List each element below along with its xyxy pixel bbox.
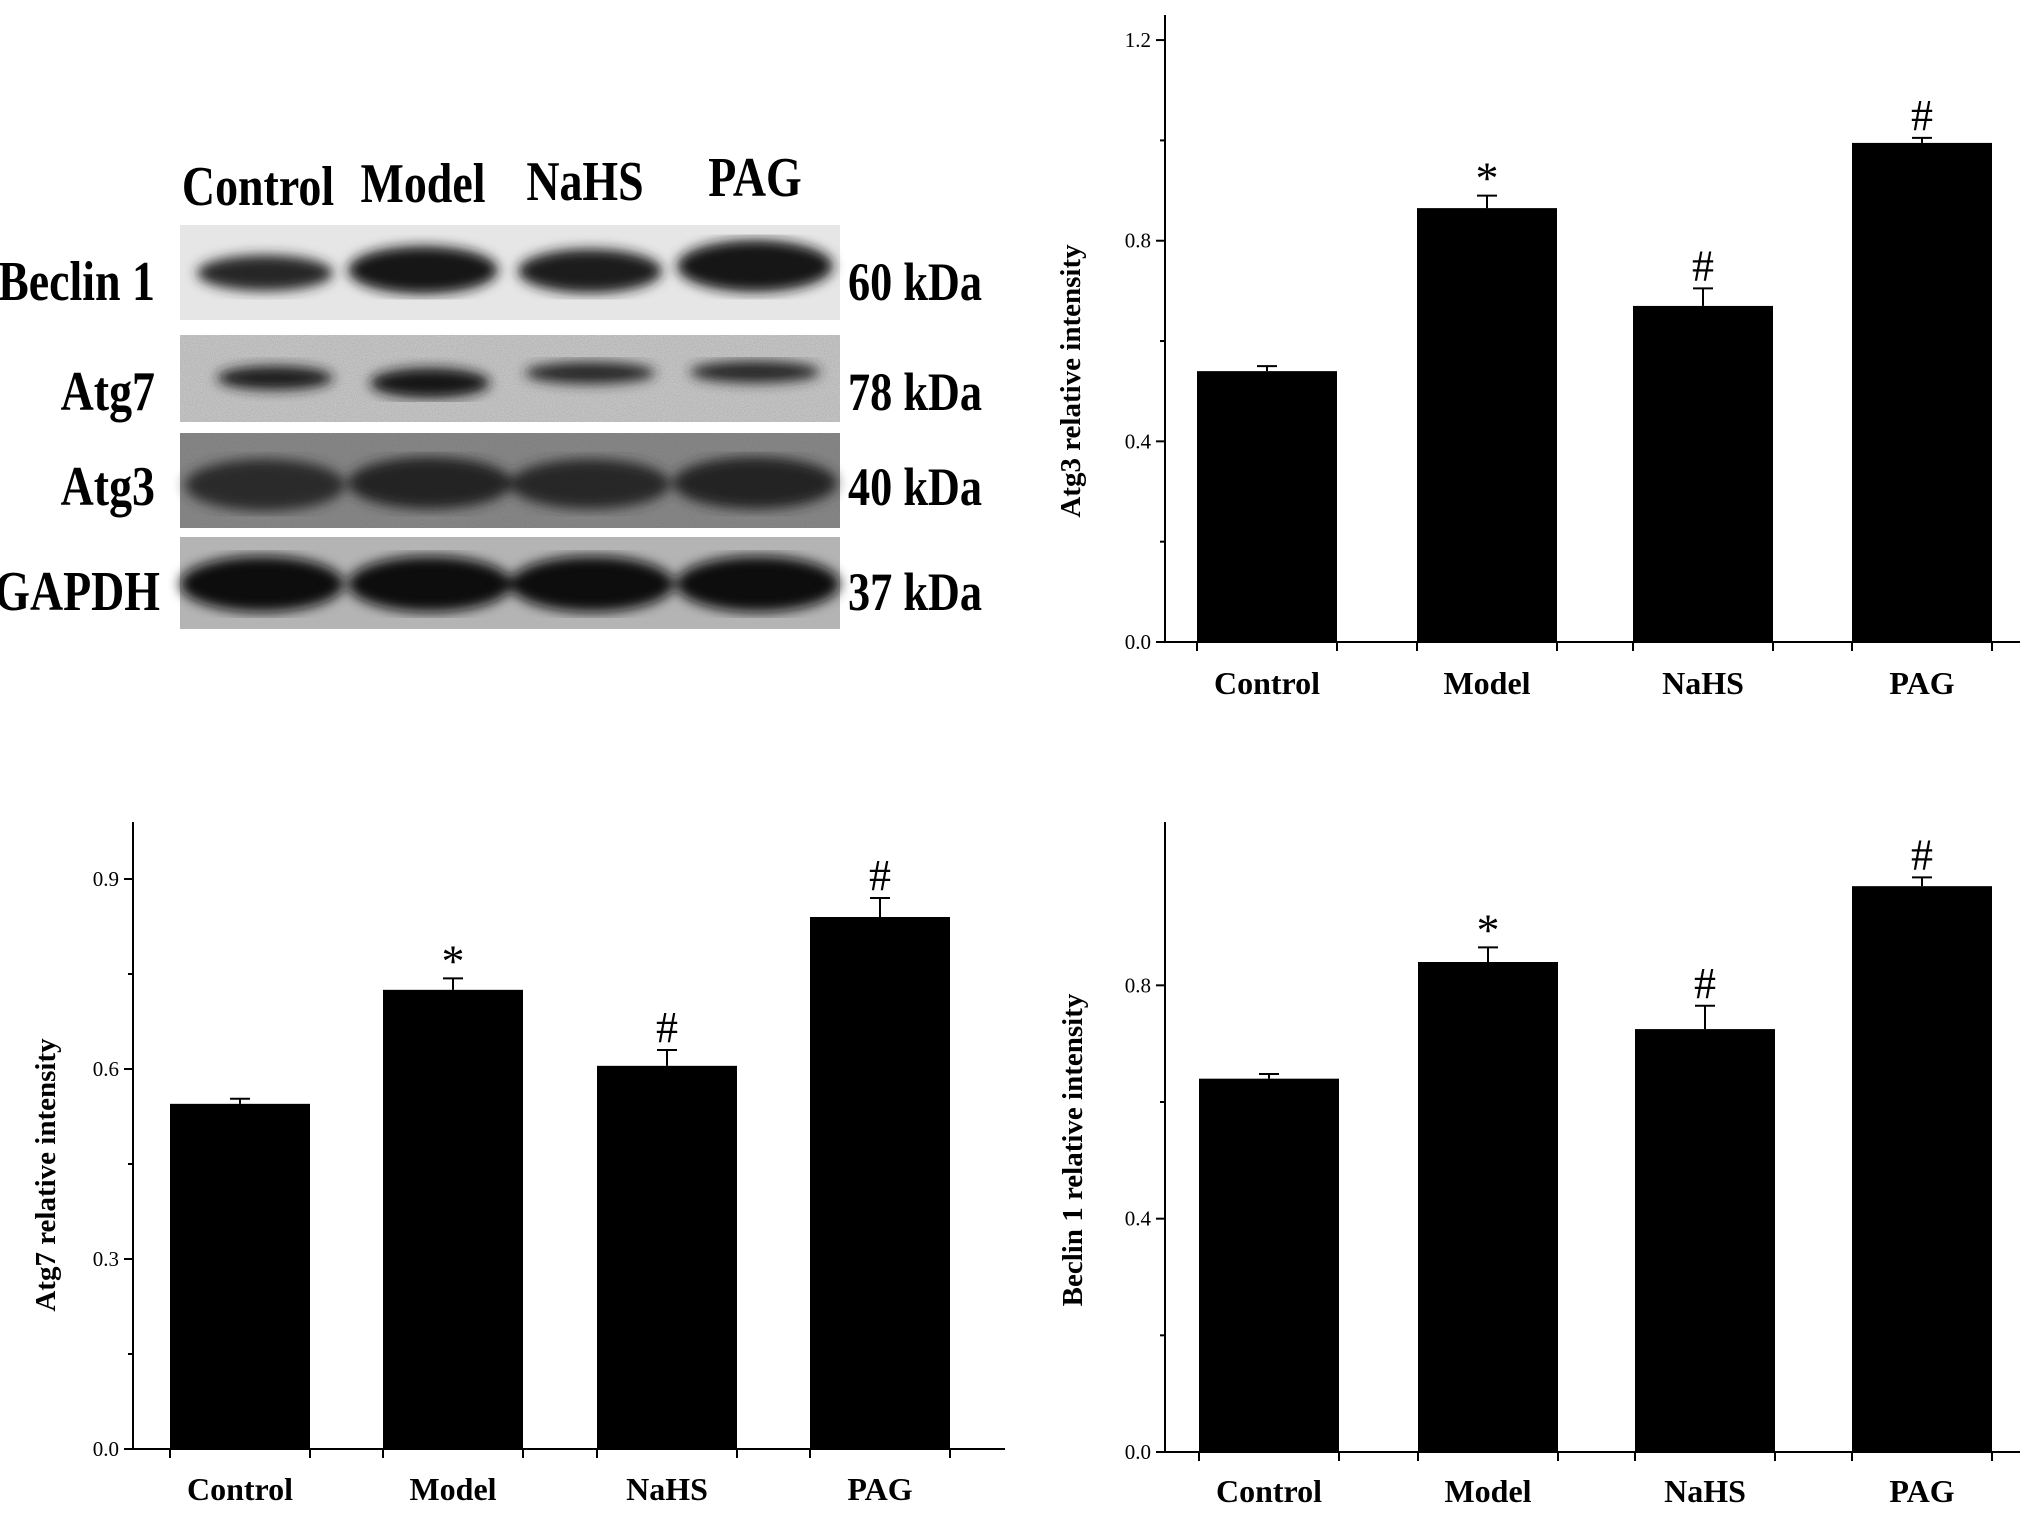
atg3-bar-model [1417, 208, 1557, 642]
beclin1-significance-marker: # [1694, 959, 1716, 1008]
atg3-significance-marker: # [1692, 241, 1714, 290]
blot-size-gapdh: 37 kDa [848, 562, 982, 622]
chart-atg7-y-axis-label: Atg7 relative intensity [30, 1038, 62, 1312]
atg3-x-tick-label: Control [1214, 665, 1320, 701]
atg7-x-tick-label: Control [187, 1471, 293, 1507]
blot-strip-beclin1 [180, 225, 840, 320]
chart-atg3: 0.0 0.4 0.8 1.2 Control Model NaHS PAG * # # Atg3… [1055, 15, 2020, 701]
atg7-y-tick-label: 0.3 [93, 1247, 119, 1271]
beclin1-y-tick-label: 0.4 [1125, 1207, 1152, 1231]
blot-protein-atg3: Atg3 [61, 456, 155, 518]
chart-beclin1: 0.0 0.4 0.8 Control Model NaHS PAG * # # Beclin … [1057, 822, 2020, 1509]
beclin1-x-tick-label: Control [1216, 1473, 1322, 1509]
beclin1-significance-marker: * [1477, 904, 1500, 955]
chart-atg3-bars: * # # [1197, 91, 1992, 642]
atg3-x-tick-label: NaHS [1662, 665, 1744, 701]
atg3-y-tick-label: 0.4 [1125, 429, 1152, 453]
blot-strip-gapdh [180, 537, 840, 629]
chart-atg7-bars: * # # [170, 851, 950, 1449]
atg3-bar-nahs [1633, 305, 1773, 642]
lane-label-pag: PAG [708, 147, 801, 209]
atg7-x-tick-label: Model [409, 1471, 496, 1507]
atg3-y-tick-label: 1.2 [1125, 28, 1151, 52]
atg7-significance-marker: * [442, 935, 465, 986]
beclin1-y-tick-label: 0.8 [1125, 973, 1151, 997]
beclin1-bar-pag [1852, 886, 1992, 1452]
beclin1-x-tick-label: NaHS [1664, 1473, 1746, 1509]
lane-label-control: Control [182, 156, 334, 218]
chart-atg3-y-axis-label: Atg3 relative intensity [1055, 244, 1087, 518]
beclin1-significance-marker: # [1911, 830, 1933, 879]
beclin1-y-tick-label: 0.0 [1125, 1440, 1151, 1464]
blot-size-beclin1: 60 kDa [848, 252, 982, 312]
atg7-y-tick-label: 0.9 [93, 867, 119, 891]
atg3-bar-control [1197, 371, 1337, 642]
lane-label-model: Model [361, 153, 486, 215]
atg3-bar-pag [1852, 142, 1992, 642]
blot-strip-atg7 [180, 335, 840, 422]
blot-protein-atg7: Atg7 [61, 361, 155, 423]
blot-size-atg7: 78 kDa [848, 362, 982, 422]
lane-label-nahs: NaHS [526, 151, 643, 213]
chart-beclin1-y-axis-label: Beclin 1 relative intensity [1057, 993, 1089, 1306]
atg3-significance-marker: # [1911, 91, 1933, 140]
blot-size-atg3: 40 kDa [848, 457, 982, 517]
blot-strip-atg3 [180, 433, 840, 528]
western-blot: Control Model NaHS PAG Beclin 1 60 kDa A… [0, 147, 982, 629]
beclin1-x-tick-label: PAG [1889, 1473, 1954, 1509]
atg7-significance-marker: # [869, 851, 891, 900]
atg7-bar-nahs [597, 1065, 737, 1449]
chart-beclin1-axes: 0.0 0.4 0.8 Control Model NaHS PAG [1125, 822, 2020, 1509]
atg7-y-tick-label: 0.6 [93, 1057, 119, 1081]
beclin1-bar-control [1199, 1078, 1339, 1452]
blot-protein-gapdh: GAPDH [0, 561, 160, 623]
beclin1-bar-model [1418, 962, 1558, 1452]
chart-atg7: 0.0 0.3 0.6 0.9 Control Model NaHS PAG * # # Atg7… [30, 822, 1005, 1507]
atg7-x-tick-label: PAG [847, 1471, 912, 1507]
atg7-bar-control [170, 1103, 310, 1449]
atg3-x-tick-label: PAG [1889, 665, 1954, 701]
atg3-significance-marker: * [1476, 153, 1499, 204]
atg7-significance-marker: # [656, 1003, 678, 1052]
beclin1-bar-nahs [1635, 1029, 1775, 1452]
blot-protein-beclin1: Beclin 1 [0, 251, 155, 313]
atg3-y-tick-label: 0.0 [1125, 630, 1151, 654]
atg3-x-tick-label: Model [1443, 665, 1530, 701]
atg7-x-tick-label: NaHS [626, 1471, 708, 1507]
atg7-y-tick-label: 0.0 [93, 1437, 119, 1461]
atg3-y-tick-label: 0.8 [1125, 229, 1151, 253]
atg7-bar-pag [810, 917, 950, 1449]
atg7-bar-model [383, 989, 523, 1449]
chart-beclin1-bars: * # # [1199, 830, 1992, 1452]
beclin1-x-tick-label: Model [1444, 1473, 1531, 1509]
